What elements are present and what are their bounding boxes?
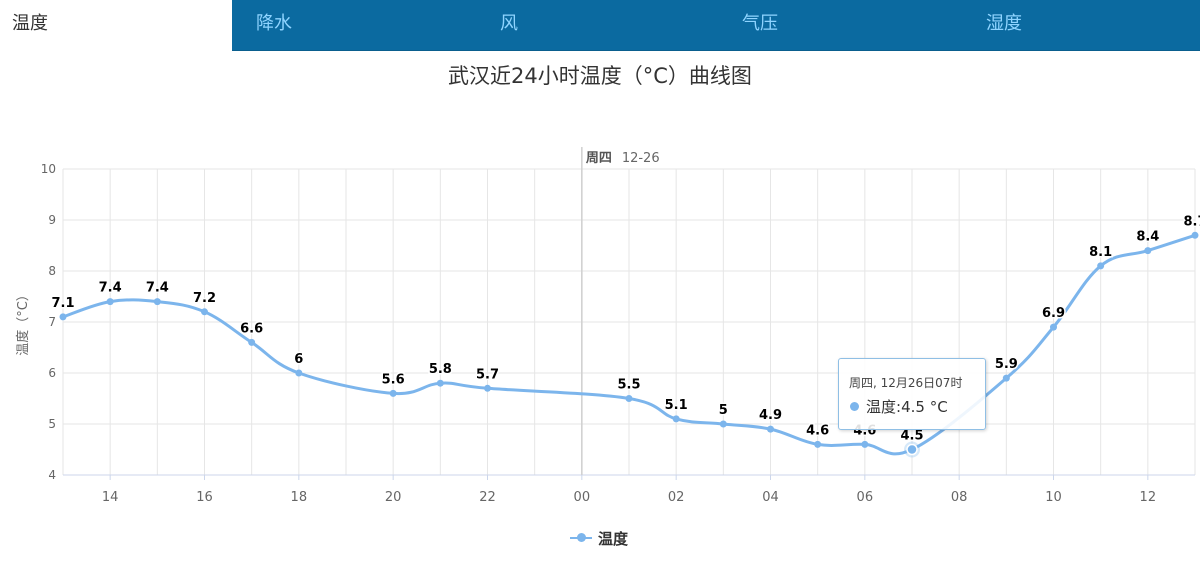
legend-marker (577, 533, 586, 542)
data-point (295, 369, 303, 377)
tooltip-header: 周四, 12月26日07时 (849, 376, 963, 390)
tooltip-unit: °C (929, 398, 948, 416)
x-tick-label: 18 (291, 490, 308, 505)
tooltip-series-dot (850, 402, 859, 411)
data-point (672, 415, 680, 423)
data-point (389, 389, 397, 397)
data-label: 5.6 (382, 372, 405, 387)
data-label: 5.7 (476, 367, 499, 382)
y-tick-label: 8 (48, 264, 56, 278)
data-point (1002, 374, 1010, 382)
data-label: 6.6 (240, 321, 263, 336)
x-tick-label: 22 (479, 490, 496, 505)
tab-temperature[interactable]: 温度 (0, 0, 232, 51)
tab-humidity[interactable]: 湿度 (986, 13, 1022, 34)
tooltip-value: 温度:4.5 °C (866, 398, 948, 416)
data-point (248, 338, 256, 346)
data-label: 4.5 (900, 429, 923, 444)
data-point (625, 395, 633, 402)
data-point (719, 420, 727, 428)
tab-precipitation[interactable]: 降水 (256, 13, 292, 34)
tab-pressure[interactable]: 气压 (742, 13, 778, 34)
data-label: 8.1 (1089, 245, 1112, 260)
chart-title: 武汉近24小时温度（°C）曲线图 (448, 64, 752, 88)
tooltip-series-name: 温度 (866, 398, 897, 416)
data-label: 8.7 (1183, 214, 1200, 229)
data-label: 8.4 (1136, 230, 1159, 245)
data-point (153, 298, 161, 306)
data-point (484, 384, 491, 392)
data-label: 5.5 (617, 378, 640, 393)
data-label: 4.9 (759, 408, 782, 423)
data-point (1050, 323, 1057, 331)
y-tick-label: 4 (48, 468, 56, 482)
data-point (767, 425, 774, 433)
data-point (201, 308, 208, 316)
day-marker-weekday: 周四 (586, 151, 612, 166)
x-tick-label: 12 (1140, 490, 1157, 505)
data-point (861, 440, 869, 448)
data-label: 7.1 (51, 296, 74, 311)
chart-tooltip: 周四, 12月26日07时 温度:4.5 °C (838, 358, 986, 430)
x-tick-label: 20 (385, 490, 402, 505)
data-label: 5.8 (429, 362, 452, 377)
data-point (1144, 247, 1152, 255)
tab-wind[interactable]: 风 (500, 13, 518, 34)
x-tick-label: 02 (668, 490, 685, 505)
y-tick-label: 6 (48, 366, 56, 380)
data-label: 6.9 (1042, 306, 1065, 321)
data-label: 7.4 (99, 281, 122, 296)
data-point (1191, 231, 1199, 239)
data-point (106, 298, 114, 306)
x-tick-label: 00 (574, 490, 591, 505)
tooltip-value-number: 4.5 (901, 398, 925, 416)
day-marker-date: 12-26 (622, 151, 660, 166)
x-tick-label: 14 (102, 490, 119, 505)
data-label: 4.6 (806, 423, 829, 438)
data-point (436, 379, 444, 387)
data-label: 6 (294, 352, 303, 367)
y-tick-label: 5 (48, 417, 56, 431)
y-tick-label: 10 (41, 162, 56, 176)
data-label: 7.4 (146, 281, 169, 296)
legend-label: 温度 (598, 530, 629, 548)
data-label: 5.9 (995, 357, 1018, 372)
y-tick-label: 7 (48, 315, 56, 329)
data-point (59, 313, 67, 321)
x-tick-label: 04 (762, 490, 779, 505)
data-label: 5 (719, 403, 728, 418)
x-tick-label: 06 (857, 490, 874, 505)
data-point (1097, 262, 1105, 270)
tab-bar: 温度 降水 风 气压 湿度 (0, 0, 1200, 51)
y-axis-title: 温度（°C） (15, 288, 31, 356)
x-tick-label: 10 (1045, 490, 1062, 505)
x-tick-label: 16 (196, 490, 213, 505)
data-point (814, 440, 822, 448)
hover-point (906, 443, 918, 456)
data-label: 7.2 (193, 291, 216, 306)
x-tick-label: 08 (951, 490, 968, 505)
y-tick-label: 9 (48, 213, 56, 227)
data-label: 5.1 (665, 398, 688, 413)
